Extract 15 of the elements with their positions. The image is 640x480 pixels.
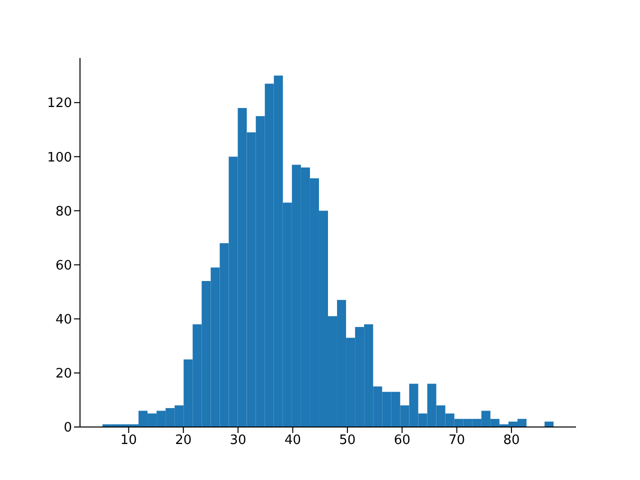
- x-tick-label: 30: [230, 433, 246, 448]
- x-tick-label: 80: [503, 433, 520, 448]
- y-tick-label: 80: [55, 204, 72, 220]
- x-tick-label: 20: [175, 433, 192, 448]
- x-tick-label: 60: [394, 433, 410, 448]
- x-tick-label: 10: [120, 433, 137, 448]
- y-tick-label: 40: [55, 312, 72, 328]
- x-tick-label: 50: [339, 433, 356, 448]
- y-tick-label: 60: [55, 258, 72, 274]
- y-tick-label: 0: [64, 420, 72, 436]
- y-tick-label: 20: [55, 366, 72, 382]
- x-tick-label: 70: [448, 433, 466, 448]
- y-tick-label: 100: [47, 150, 72, 166]
- y-tick-label: 120: [47, 96, 72, 112]
- x-tick-label: 40: [284, 433, 301, 448]
